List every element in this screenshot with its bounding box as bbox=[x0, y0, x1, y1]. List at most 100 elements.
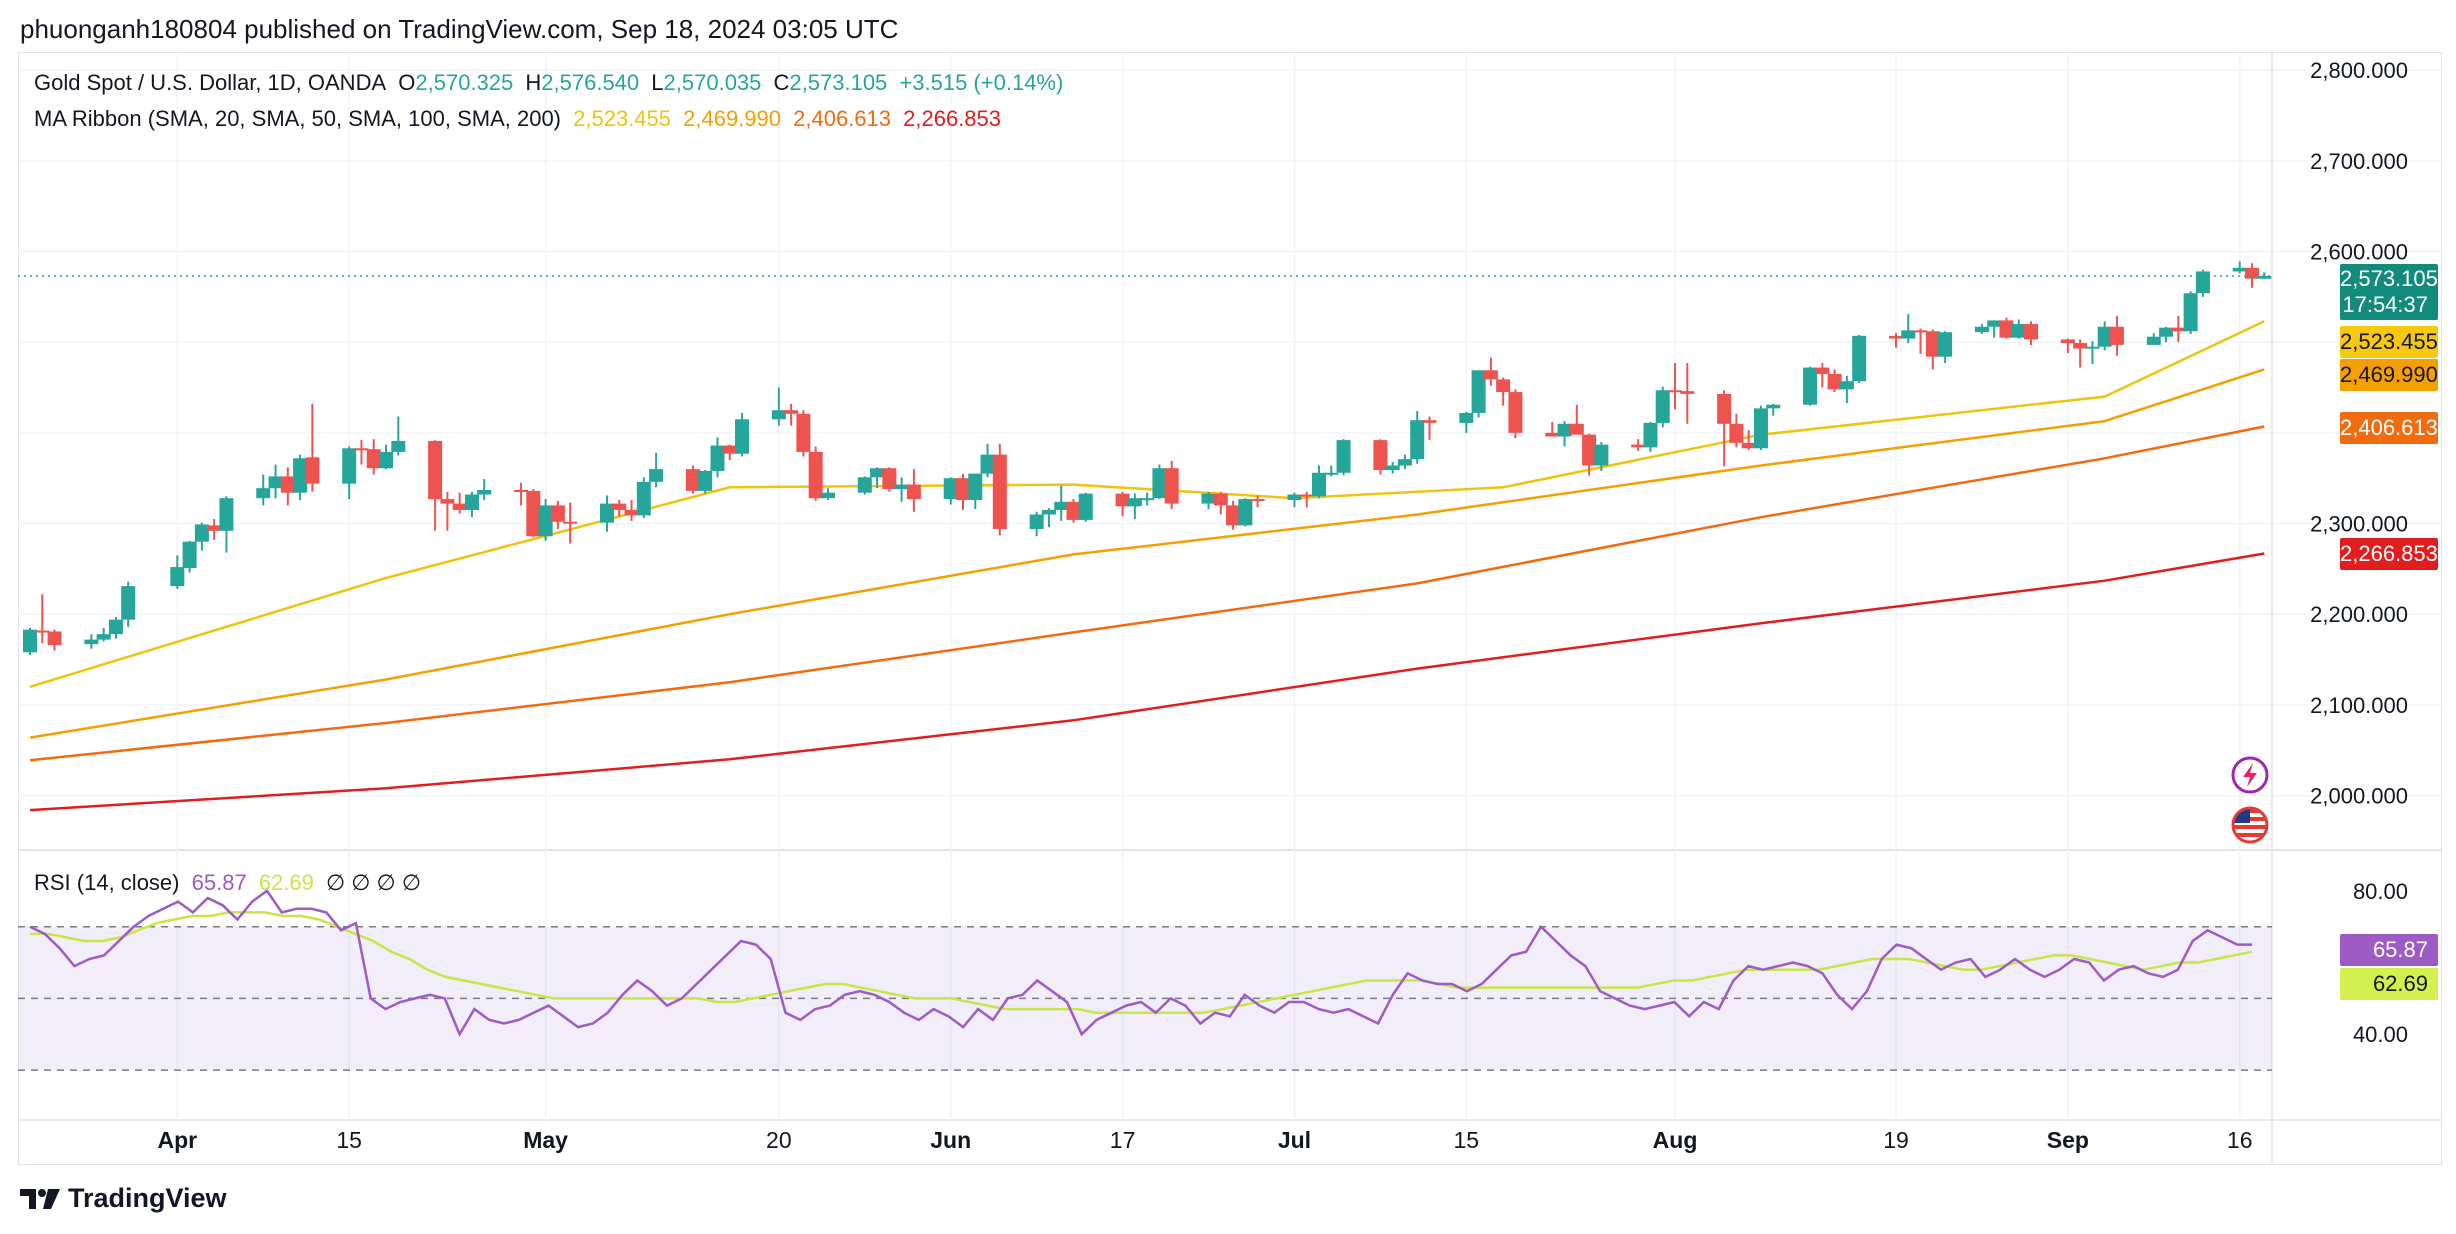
candle-body bbox=[1974, 326, 1989, 333]
candle-body bbox=[464, 494, 479, 510]
candle-body bbox=[2060, 339, 2075, 344]
candle-body bbox=[1938, 332, 1953, 357]
candle-body bbox=[808, 451, 823, 499]
ma100-value: 2,406.613 bbox=[793, 106, 892, 131]
rsi-line bbox=[29, 889, 2252, 1037]
time-tick-label: 17 bbox=[1110, 1127, 1136, 1153]
candle-body bbox=[710, 445, 725, 471]
candle-body bbox=[1913, 330, 1928, 333]
rsi-price-label: 65.87 bbox=[2340, 934, 2438, 966]
candle-body bbox=[280, 476, 295, 493]
chart-frame bbox=[18, 52, 2442, 1165]
candle-body bbox=[2085, 346, 2100, 349]
time-tick-label: May bbox=[523, 1127, 568, 1153]
candle-body bbox=[1127, 498, 1142, 507]
time-tick-label: 15 bbox=[1454, 1127, 1480, 1153]
candle-body bbox=[121, 586, 136, 620]
candle-body bbox=[980, 454, 995, 474]
footer-brand[interactable]: TradingView bbox=[20, 1183, 227, 1214]
rsi-tick-label: 80.00 bbox=[2353, 879, 2408, 904]
candle-body bbox=[1152, 468, 1167, 499]
time-tick-label: 19 bbox=[1883, 1127, 1909, 1153]
candle-body bbox=[2183, 293, 2198, 332]
candle-body bbox=[1901, 330, 1916, 339]
candle-body bbox=[1741, 442, 1756, 449]
candle-body bbox=[1373, 440, 1388, 471]
candle-body bbox=[1680, 391, 1695, 394]
grid-lines bbox=[18, 52, 2442, 1165]
candle-body bbox=[612, 503, 627, 510]
ma20-price-label: 2,523.455 bbox=[2340, 326, 2438, 358]
time-tick-label: Apr bbox=[158, 1127, 198, 1153]
rsi-tick-label: 40.00 bbox=[2353, 1022, 2408, 1047]
candle-body bbox=[1717, 393, 1732, 424]
price-tick-label: 2,600.000 bbox=[2310, 240, 2408, 265]
open-label: O bbox=[398, 70, 416, 95]
ma200-value: 2,266.853 bbox=[903, 106, 1002, 131]
candle-body bbox=[170, 567, 185, 587]
candle-body bbox=[1987, 320, 2002, 327]
ma50-value: 2,469.990 bbox=[683, 106, 782, 131]
time-tick-label: 20 bbox=[766, 1127, 792, 1153]
candle-body bbox=[219, 498, 234, 531]
candle-body bbox=[1385, 465, 1400, 471]
symbol-label: Gold Spot / U.S. Dollar, 1D, OANDA bbox=[34, 70, 387, 95]
candle-body bbox=[722, 445, 737, 454]
candle-body bbox=[2195, 271, 2210, 294]
candle-body bbox=[1815, 367, 1830, 374]
candle-body bbox=[685, 469, 700, 491]
candle-body bbox=[1115, 493, 1130, 507]
candle-body bbox=[1569, 423, 1584, 435]
candle-body bbox=[2097, 326, 2112, 347]
candle-body bbox=[1422, 420, 1437, 423]
last-price-value: 2,573.105 bbox=[2340, 266, 2438, 291]
candle-body bbox=[1250, 499, 1265, 502]
time-tick-label: Jun bbox=[930, 1127, 971, 1153]
candle-body bbox=[796, 413, 811, 452]
candle-body bbox=[47, 631, 62, 646]
candle-body bbox=[1041, 509, 1056, 515]
legend-price: Gold Spot / U.S. Dollar, 1D, OANDA O2,57… bbox=[34, 70, 1069, 96]
candle-body bbox=[894, 484, 909, 490]
candle-body bbox=[1140, 498, 1155, 501]
candle-body bbox=[1852, 335, 1867, 382]
candle-body bbox=[305, 457, 320, 484]
price-tick-label: 2,700.000 bbox=[2310, 149, 2408, 174]
candle-body bbox=[1324, 472, 1339, 475]
candle-body bbox=[256, 488, 271, 499]
candle-body bbox=[1766, 404, 1781, 409]
candle-body bbox=[1213, 493, 1228, 506]
candle-body bbox=[2232, 267, 2247, 272]
last-price-label: 2,573.105 17:54:37 bbox=[2340, 264, 2438, 320]
high-label: H bbox=[525, 70, 542, 95]
legend-ma: MA Ribbon (SMA, 20, SMA, 50, SMA, 100, S… bbox=[34, 106, 1007, 132]
candle-body bbox=[2171, 327, 2186, 332]
price-tick-label: 2,300.000 bbox=[2310, 512, 2408, 537]
candle-body bbox=[182, 541, 197, 568]
time-tick-label: 16 bbox=[2227, 1127, 2253, 1153]
candle-body bbox=[96, 634, 111, 640]
candle-body bbox=[2024, 324, 2039, 340]
candle-body bbox=[1483, 370, 1498, 380]
rsi-label: RSI (14, close) bbox=[34, 870, 180, 895]
price-tick-label: 2,200.000 bbox=[2310, 602, 2408, 627]
candle-body bbox=[514, 489, 529, 492]
candle-body bbox=[636, 481, 651, 516]
y-axis-ticks: 2,000.000 2,100.000 2,200.000 2,300.000 2,60… bbox=[2310, 58, 2408, 1047]
candle-body bbox=[1999, 320, 2014, 338]
candle-body bbox=[943, 478, 958, 500]
us-flag-icon[interactable] bbox=[2230, 805, 2270, 850]
candle-body bbox=[1226, 505, 1241, 526]
change-value: +3.515 (+0.14%) bbox=[899, 70, 1064, 95]
candle-body bbox=[2146, 336, 2161, 345]
candle-body bbox=[1410, 420, 1425, 460]
candle-body bbox=[698, 470, 713, 491]
lightning-icon[interactable] bbox=[2230, 755, 2270, 800]
candle-body bbox=[538, 505, 553, 537]
publisher-caption: phuonganh180804 published on TradingView… bbox=[20, 14, 899, 44]
candle-body bbox=[108, 619, 123, 635]
candle-body bbox=[1164, 468, 1179, 504]
candle-body bbox=[354, 448, 369, 451]
candle-body bbox=[2011, 324, 2026, 338]
